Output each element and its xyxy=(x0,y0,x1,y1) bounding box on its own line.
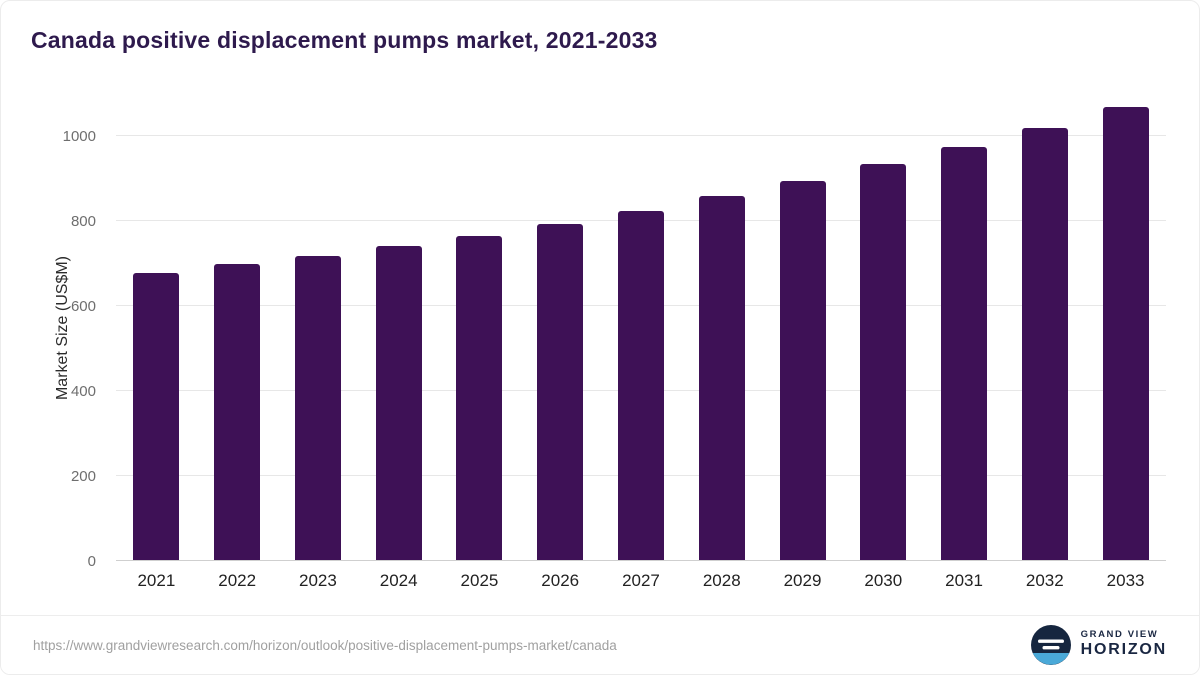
bar-slot xyxy=(520,101,601,560)
bar-slot xyxy=(762,101,843,560)
bars xyxy=(116,101,1166,560)
x-tick-label: 2025 xyxy=(460,571,499,590)
x-tick-label: 2033 xyxy=(1106,571,1145,590)
x-tick-label: 2028 xyxy=(702,571,741,590)
bar-slot xyxy=(924,101,1005,560)
bar-2028 xyxy=(698,196,745,560)
bar-2027 xyxy=(617,210,664,560)
footer: https://www.grandviewresearch.com/horizo… xyxy=(1,615,1199,674)
bar-slot xyxy=(681,101,762,560)
x-tick-label: 2024 xyxy=(379,571,418,590)
bar-2025 xyxy=(456,235,503,560)
x-tick-label: 2021 xyxy=(137,571,176,590)
grand-view-horizon-logo: GRAND VIEW HORIZON xyxy=(1030,625,1167,665)
chart-title: Canada positive displacement pumps marke… xyxy=(31,27,658,53)
x-labels: 2021 2022 2023 2024 2025 2026 2027 2028 2029 2030… xyxy=(116,571,1166,591)
brand-text: GRAND VIEW HORIZON xyxy=(1080,629,1167,659)
x-tick-label: 2026 xyxy=(541,571,580,590)
bar-2026 xyxy=(537,224,584,560)
horizon-logo-icon xyxy=(1030,625,1071,665)
brand-name-top: GRAND VIEW xyxy=(1080,629,1159,641)
x-tick-label: 2023 xyxy=(299,571,337,590)
x-axis-line xyxy=(116,560,1166,561)
y-tick-label: 400 xyxy=(70,382,96,400)
x-tick-label: 2032 xyxy=(1025,571,1064,590)
bar-2024 xyxy=(375,246,422,560)
bar-slot xyxy=(197,101,278,560)
y-tick-label: 1000 xyxy=(62,127,96,145)
bar-slot xyxy=(843,101,924,560)
bar-slot xyxy=(116,101,197,560)
bar-2033 xyxy=(1102,106,1149,560)
brand-name-bottom: HORIZON xyxy=(1080,641,1167,659)
y-tick-label: 600 xyxy=(70,297,96,315)
bar-2022 xyxy=(214,264,261,560)
x-tick-label: 2031 xyxy=(945,571,983,590)
bar-slot xyxy=(1085,101,1166,560)
bar-slot xyxy=(601,101,682,560)
bar-2030 xyxy=(860,164,907,560)
bar-2023 xyxy=(294,256,341,560)
bar-2031 xyxy=(941,146,988,560)
x-tick-label: 2027 xyxy=(622,571,660,590)
source-url: https://www.grandviewresearch.com/horizo… xyxy=(33,637,617,653)
bar-2032 xyxy=(1021,128,1068,560)
bar-slot xyxy=(1004,101,1085,560)
bar-slot xyxy=(439,101,520,560)
x-tick-label: 2029 xyxy=(783,571,822,590)
y-tick-label: 0 xyxy=(87,553,96,570)
x-tick-label: 2030 xyxy=(864,571,903,590)
x-tick-label: 2022 xyxy=(218,571,257,590)
gridline xyxy=(116,134,1166,136)
y-tick-label: 800 xyxy=(70,212,96,230)
bar-slot xyxy=(358,101,439,560)
bar-slot xyxy=(278,101,359,560)
plot-area xyxy=(116,101,1166,561)
bar-2021 xyxy=(133,273,180,560)
y-ticks: 0 200 400 600 800 1000 xyxy=(46,101,106,570)
y-tick-label: 200 xyxy=(70,467,96,485)
bar-2029 xyxy=(779,181,826,560)
